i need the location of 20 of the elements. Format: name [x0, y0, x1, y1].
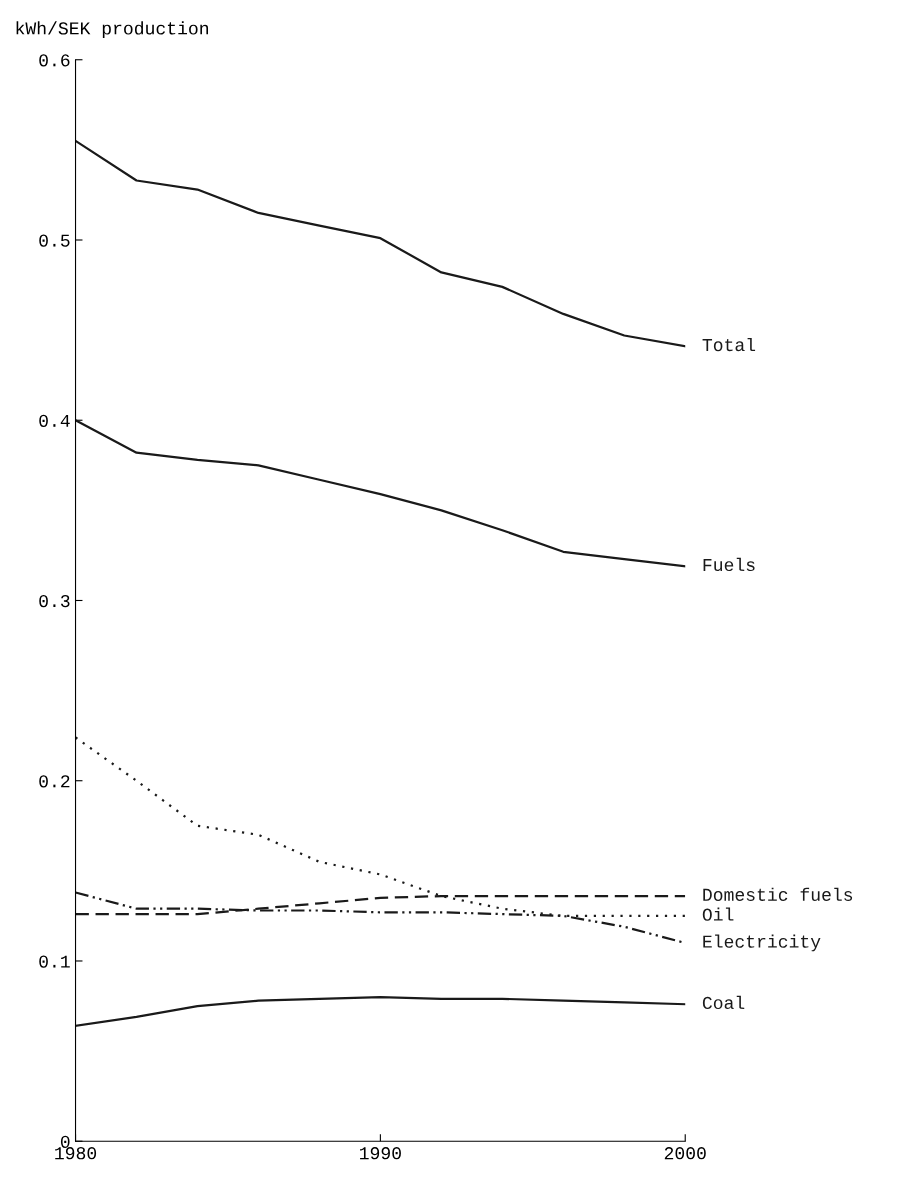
line-series — [75, 419, 686, 568]
x-tick-label: 1990 — [360, 1147, 401, 1160]
series-label: Electricity — [703, 934, 821, 952]
y-tick-label: 0.4 — [39, 414, 70, 427]
y-tick-label: 0.2 — [39, 775, 70, 788]
y-tick-label: 0.5 — [39, 234, 70, 247]
y-tick-label: 0.6 — [39, 54, 70, 67]
y-tick-label: 0.3 — [39, 594, 70, 608]
line-series — [75, 995, 686, 1027]
line-series — [75, 139, 686, 348]
series-label: Fuels — [703, 557, 755, 572]
series-label: Oil — [702, 907, 734, 921]
y-tick-label: 0.1 — [39, 955, 70, 968]
series-label: Coal — [702, 995, 745, 1010]
series-label: Domestic fuels — [703, 887, 853, 901]
x-tick-label: 2000 — [664, 1147, 706, 1160]
series-label: Total — [702, 337, 756, 352]
x-tick-label: 1980 — [55, 1147, 97, 1160]
y-tick-label: 0 — [60, 1135, 70, 1148]
y-axis-title: kWh/SEK production — [16, 21, 208, 39]
